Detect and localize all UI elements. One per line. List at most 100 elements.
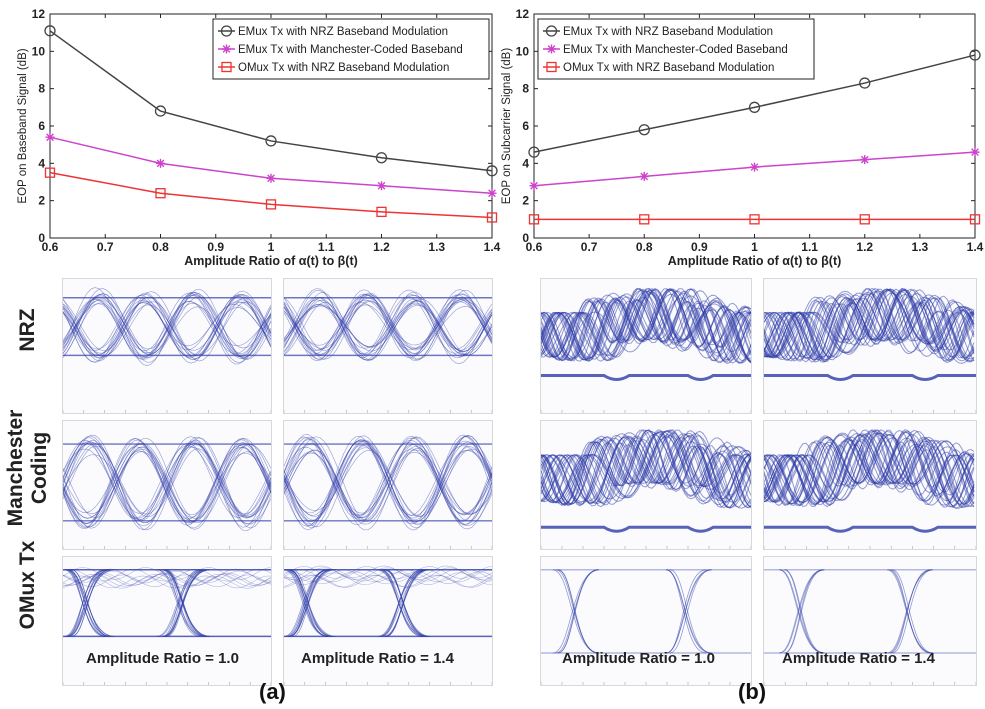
row-label-omux-tx: OMux Tx — [16, 540, 39, 630]
legend-entry-2: OMux Tx with NRZ Baseband Modulation — [563, 62, 774, 74]
data-point-s2-4 — [969, 214, 981, 225]
caption-b-ratio-1-4: Amplitude Ratio = 1.4 — [782, 650, 935, 667]
data-point-s2-1 — [155, 188, 166, 199]
eye-traces — [284, 565, 492, 685]
y-tick-label: 6 — [522, 119, 529, 133]
data-point-s0-1 — [154, 105, 167, 117]
x-tick-label: 0.7 — [97, 240, 114, 254]
y-tick-label: 12 — [516, 7, 530, 21]
series-line-0 — [533, 54, 976, 153]
y-tick-label: 8 — [38, 82, 45, 96]
data-point-s2-2 — [265, 199, 277, 210]
eye-diagram-omux-a-1-4 — [283, 556, 493, 686]
eye-traces — [764, 569, 976, 685]
legend-entry-0: EMux Tx with NRZ Baseband Modulation — [563, 26, 773, 38]
eye-traces — [541, 429, 751, 549]
caption-a-ratio-1-4: Amplitude Ratio = 1.4 — [301, 650, 454, 667]
y-tick-label: 0 — [522, 231, 529, 245]
x-axis-label: Amplitude Ratio of α(t) to β(t) — [668, 254, 842, 268]
data-point-s1-3 — [377, 181, 386, 191]
row-label-manchester-coding: Manchester Coding — [4, 409, 51, 527]
x-tick-label: 0.9 — [207, 240, 224, 254]
x-tick-label: 0.8 — [636, 240, 653, 254]
x-tick-label: 1.4 — [484, 240, 501, 254]
data-point-s1-4 — [970, 147, 980, 157]
caption-a-ratio-1-0: Amplitude Ratio = 1.0 — [86, 650, 239, 667]
x-tick-label: 1.1 — [318, 240, 335, 254]
y-tick-label: 6 — [38, 119, 45, 133]
eye-diagram-omux-a-1-0 — [62, 556, 272, 686]
eye-diagram-manchester-a-1-0 — [62, 420, 272, 550]
data-point-s2-2 — [749, 214, 760, 225]
y-tick-label: 12 — [32, 7, 46, 21]
y-tick-label: 10 — [516, 44, 530, 58]
line-chart-a: 0.6 0.7 0.8 0.9 1 1.1 1.2 1.3 1.4 0 2 4 6 8 10 12 Amplit… — [17, 7, 501, 268]
data-point-s1-0 — [529, 181, 539, 191]
legend-box — [212, 18, 490, 80]
x-tick-label: 1.3 — [428, 240, 445, 254]
legend-marker — [221, 61, 232, 73]
data-point-s0-3 — [859, 77, 871, 89]
data-point-s0-2 — [748, 101, 761, 113]
eye-diagram-omux-b-1-4 — [763, 556, 977, 686]
data-point-s1-1 — [156, 158, 165, 168]
y-tick-label: 2 — [38, 194, 45, 208]
data-point-s0-4 — [486, 165, 498, 177]
legend-entry-1: EMux Tx with Manchester-Coded Baseband — [238, 44, 463, 56]
x-tick-label: 1.2 — [373, 240, 390, 254]
eye-traces — [541, 287, 751, 413]
data-point-s2-0 — [528, 214, 540, 225]
data-point-s1-3 — [860, 155, 870, 165]
x-tick-label: 1.2 — [856, 240, 873, 254]
panel-label-a: (a) — [259, 679, 286, 704]
y-tick-label: 8 — [522, 82, 529, 96]
y-tick-label: 4 — [522, 156, 529, 170]
legend-entry-2: OMux Tx with NRZ Baseband Modulation — [238, 62, 449, 74]
legend-entry-1: EMux Tx with Manchester-Coded Baseband — [563, 44, 788, 56]
series-line-0 — [49, 30, 493, 172]
eye-traces — [764, 429, 976, 549]
eye-diagram-omux-b-1-0 — [540, 556, 752, 686]
x-tick-label: 0.6 — [42, 240, 59, 254]
y-tick-label: 0 — [38, 231, 45, 245]
legend-marker — [222, 44, 231, 54]
caption-b-ratio-1-0: Amplitude Ratio = 1.0 — [562, 650, 715, 667]
eye-traces — [63, 434, 271, 549]
data-point-s1-4 — [487, 188, 497, 198]
x-tick-label: 0.8 — [152, 240, 169, 254]
eye-traces — [764, 287, 976, 413]
series-line-2 — [49, 171, 493, 219]
eye-diagram-manchester-a-1-4 — [283, 420, 493, 550]
eye-traces — [541, 569, 751, 685]
legend-marker — [545, 25, 558, 37]
legend-box — [537, 18, 815, 80]
data-point-s0-3 — [375, 152, 388, 164]
x-tick-label: 0.9 — [691, 240, 708, 254]
x-tick-label: 1.1 — [801, 240, 818, 254]
data-point-s0-0 — [528, 146, 540, 158]
data-point-s2-0 — [44, 167, 56, 178]
eye-traces — [284, 288, 492, 413]
data-point-s2-1 — [639, 214, 650, 225]
x-tick-label: 0.7 — [581, 240, 598, 254]
eye-diagram-nrz-a-1-0 — [62, 278, 272, 414]
eye-diagram-manchester-b-1-0 — [540, 420, 752, 550]
data-point-s1-1 — [639, 171, 649, 181]
x-tick-label: 1 — [751, 240, 758, 254]
row-label-nrz: NRZ — [16, 308, 39, 352]
panel-label-b: (b) — [738, 679, 767, 704]
eye-diagram-manchester-b-1-4 — [763, 420, 977, 550]
y-axis-label: EOP on Baseband Signal (dB) — [17, 48, 29, 203]
x-tick-label: 0.6 — [526, 240, 543, 254]
eye-traces — [284, 434, 492, 549]
legend-marker — [547, 44, 556, 54]
data-point-s0-1 — [638, 124, 650, 136]
x-tick-label: 1.4 — [967, 240, 984, 254]
data-point-s0-2 — [265, 135, 277, 147]
data-point-s0-0 — [44, 25, 56, 37]
data-point-s2-3 — [376, 206, 387, 218]
y-axis-label: EOP on Subcarrier Signal (dB) — [501, 48, 513, 205]
x-tick-label: 1.3 — [912, 240, 929, 254]
data-point-s1-0 — [45, 132, 55, 142]
